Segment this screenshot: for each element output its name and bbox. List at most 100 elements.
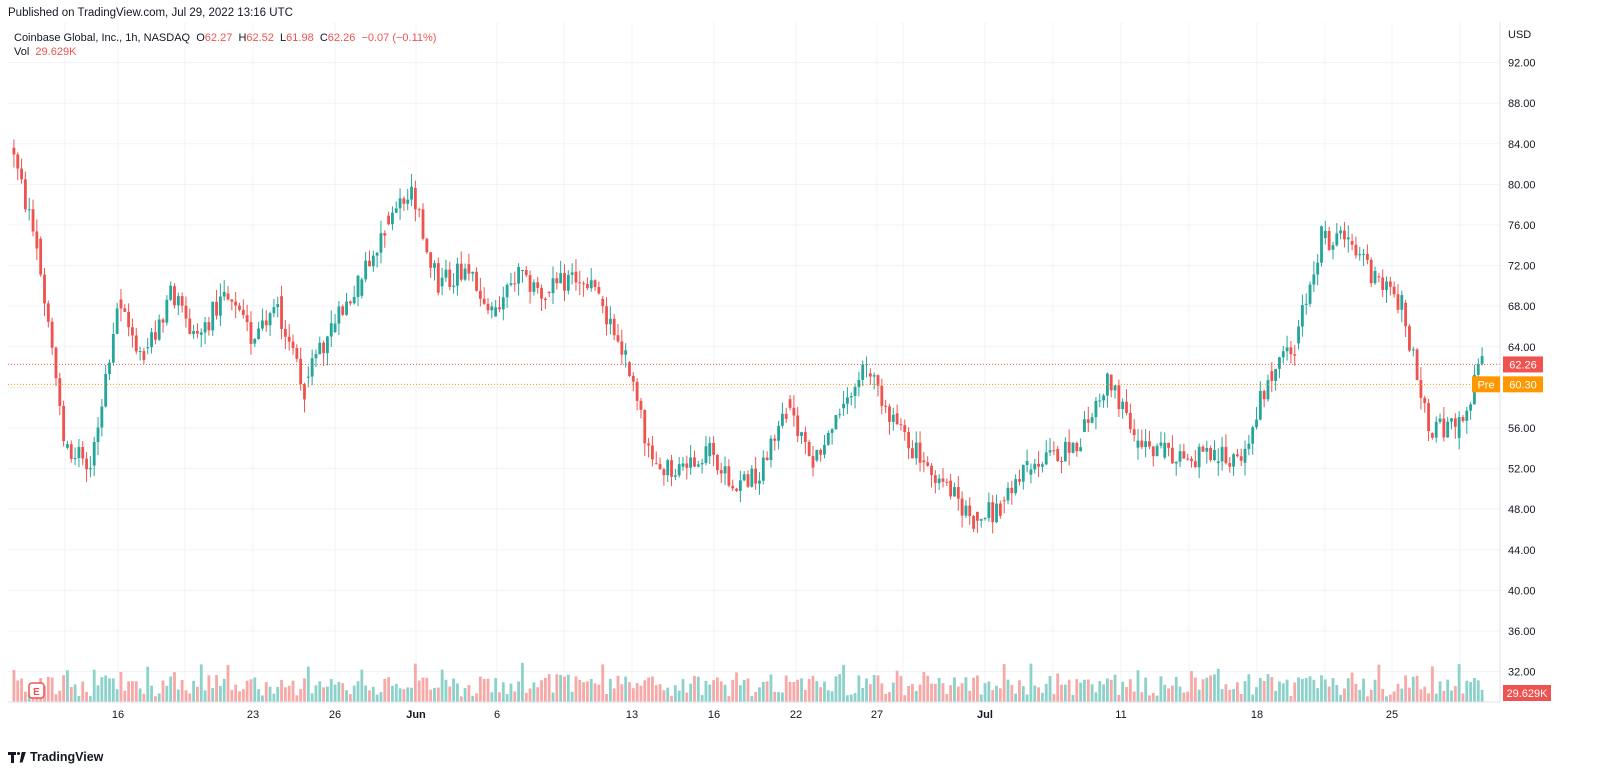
candle-body	[1170, 447, 1174, 464]
candle-body	[972, 516, 975, 529]
candle-body	[108, 362, 111, 375]
volume-bar	[157, 693, 161, 702]
candle-body	[1408, 326, 1411, 351]
candle-body	[471, 271, 475, 274]
candle-body	[1136, 440, 1140, 448]
candle-body	[524, 270, 528, 276]
volume-bar	[1155, 695, 1159, 702]
axes	[8, 22, 1501, 703]
candle-body	[127, 311, 131, 328]
candle-body	[1285, 347, 1289, 352]
candle-body	[417, 209, 421, 211]
volume-bar	[735, 672, 738, 702]
volume-bar	[754, 691, 758, 702]
candle-body	[903, 425, 907, 432]
volume-bar	[612, 688, 616, 702]
volume-bar	[792, 681, 796, 702]
candle-body	[888, 406, 891, 422]
volume-bar	[1476, 680, 1480, 702]
candle-body	[62, 405, 66, 441]
volume-bar	[1140, 692, 1144, 702]
x-tick-label: 6	[494, 709, 500, 721]
volume-bar	[1213, 674, 1216, 702]
volume-bar	[1090, 684, 1094, 702]
candle-body	[368, 260, 371, 267]
volume-bar	[1239, 694, 1243, 702]
candle-body	[1075, 442, 1079, 452]
volume-bar	[639, 685, 643, 702]
volume-bar	[654, 685, 658, 702]
earnings-marker-icon	[28, 682, 45, 699]
candle-body	[490, 306, 494, 311]
volume-bar	[658, 684, 662, 702]
volume-bar	[1228, 689, 1232, 702]
volume-bar	[547, 674, 551, 702]
volume-bar	[968, 690, 972, 702]
volume-bar	[830, 691, 834, 702]
volume-bar	[337, 681, 341, 702]
candle-body	[723, 466, 727, 474]
legend-high-label: H	[238, 32, 247, 44]
volume-bar	[888, 692, 891, 702]
volume-bar	[1354, 684, 1358, 702]
candle-body	[92, 441, 96, 466]
volume-bar	[352, 685, 356, 702]
candle-body	[616, 335, 620, 342]
volume-bar	[1388, 694, 1392, 702]
volume-bar	[410, 687, 413, 702]
candle-body	[337, 306, 341, 324]
volume-bar	[360, 669, 364, 702]
candle-body	[314, 354, 318, 359]
volume-bar	[601, 664, 605, 702]
volume-bar	[1343, 688, 1346, 702]
candle-body	[838, 414, 842, 416]
candle-body	[161, 319, 165, 323]
volume-bar	[218, 685, 222, 702]
volume-bar	[826, 690, 830, 702]
candle-body	[440, 277, 444, 287]
candle-body	[975, 511, 979, 521]
candle-body	[811, 456, 815, 468]
volume-bar	[505, 694, 509, 702]
candle-body	[261, 320, 264, 329]
candle-body	[1052, 450, 1056, 452]
volume-bar	[628, 682, 631, 702]
volume-bar	[930, 683, 933, 702]
volume-bar	[922, 671, 926, 702]
volume-bar	[215, 675, 218, 702]
volume-bar	[784, 675, 788, 702]
earnings-marker-label: E	[33, 687, 40, 698]
volume-bar	[765, 681, 769, 702]
volume-bar	[501, 682, 505, 702]
candle-body	[964, 505, 968, 516]
candle-body	[956, 487, 960, 499]
candle-body	[1148, 441, 1151, 447]
volume-bar	[475, 693, 478, 702]
candle-body	[1251, 427, 1255, 444]
candle-body	[979, 518, 983, 521]
footer-brand[interactable]: TradingView	[8, 750, 103, 764]
candle-body	[998, 503, 1002, 516]
candle-body	[66, 444, 69, 448]
volume-bar	[620, 684, 624, 702]
volume-bar	[834, 676, 838, 702]
volume-bar	[1128, 679, 1132, 702]
volume-bar	[605, 693, 608, 702]
candle-body	[215, 301, 218, 316]
volume-bar	[299, 689, 303, 702]
candle-body	[360, 279, 364, 296]
volume-bar	[482, 678, 486, 702]
volume-bar	[261, 695, 264, 702]
candle-body	[566, 274, 570, 291]
candle-body	[1056, 448, 1060, 461]
volume-bar	[1442, 690, 1446, 702]
volume-bar	[712, 680, 716, 702]
candle-body	[444, 269, 448, 278]
candle-body	[276, 304, 280, 308]
candle-body	[605, 306, 608, 325]
candle-body	[937, 478, 941, 484]
candle-body	[1235, 454, 1239, 457]
candle-body	[295, 348, 299, 359]
candle-body	[425, 238, 429, 253]
